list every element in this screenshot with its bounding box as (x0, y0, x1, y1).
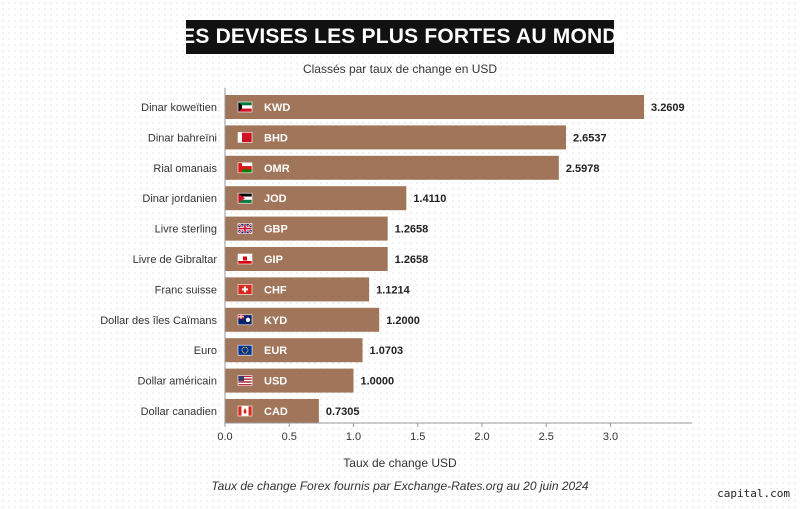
category-label: Rial omanais (153, 163, 217, 175)
cayman-islands-flag-icon (237, 314, 253, 326)
bar (225, 155, 559, 180)
x-tick-label: 0.5 (282, 431, 297, 443)
bar (225, 95, 645, 119)
value-label: 0.7305 (326, 406, 360, 418)
category-label: Euro (194, 345, 217, 357)
category-label: Dollar canadien (141, 406, 217, 418)
x-tick-label: 2.0 (474, 431, 489, 443)
x-tick-label: 1.5 (410, 431, 425, 443)
bar (225, 125, 567, 150)
jordan-flag-icon (237, 192, 253, 204)
x-tick-label: 2.5 (539, 431, 554, 443)
currency-code: BHD (264, 132, 288, 144)
currency-code: KWD (264, 102, 290, 114)
eu-flag-icon (237, 344, 253, 356)
gibraltar-flag-icon (237, 253, 253, 265)
x-tick-label: 3.0 (603, 431, 618, 443)
x-tick-label: 0.0 (217, 431, 232, 443)
currency-code: EUR (264, 345, 287, 357)
chart-subtitle: Classés par taux de change en USD (302, 62, 498, 76)
category-label: Dinar koweïtien (141, 102, 217, 114)
switzerland-flag-icon (237, 284, 253, 295)
bahrain-flag-icon (237, 132, 253, 143)
canada-flag-icon (237, 405, 253, 417)
kuwait-flag-icon (237, 101, 253, 113)
value-label: 3.2609 (651, 102, 685, 114)
currency-code: JOD (264, 193, 287, 205)
currency-code: KYD (264, 315, 287, 327)
category-label: Dollar américain (138, 376, 217, 388)
value-label: 1.0000 (361, 376, 395, 388)
category-label: Dollar des îles Caïmans (100, 315, 217, 327)
value-label: 1.2658 (395, 254, 429, 266)
brand-label: capital.com (717, 487, 790, 500)
category-label: Franc suisse (155, 284, 217, 296)
value-label: 1.4110 (413, 193, 446, 205)
category-label: Livre de Gibraltar (133, 254, 218, 266)
currency-code: GIP (264, 254, 283, 266)
x-tick-label: 1.0 (346, 431, 361, 443)
oman-flag-icon (237, 162, 253, 174)
source-footnote: Taux de change Forex fournis par Exchang… (211, 479, 589, 493)
currency-code: CHF (264, 284, 287, 296)
value-label: 1.2000 (386, 315, 420, 327)
chart-title: LES DEVISES LES PLUS FORTES AU MONDE (168, 20, 632, 54)
value-label: 2.6537 (573, 132, 607, 144)
currency-code: OMR (264, 163, 290, 175)
uk-flag-icon (237, 222, 253, 235)
x-axis-title: Taux de change USD (343, 456, 457, 470)
value-label: 1.2658 (395, 224, 429, 236)
category-label: Dinar jordanien (142, 193, 217, 205)
value-label: 1.0703 (370, 345, 404, 357)
usa-flag-icon (237, 375, 253, 386)
currency-code: GBP (264, 224, 288, 236)
category-label: Livre sterling (155, 224, 217, 236)
value-label: 1.1214 (376, 284, 411, 296)
bar (225, 186, 407, 211)
currency-code: USD (264, 376, 287, 388)
currency-code: CAD (264, 406, 288, 418)
value-label: 2.5978 (566, 163, 600, 175)
category-label: Dinar bahreïni (148, 132, 217, 144)
